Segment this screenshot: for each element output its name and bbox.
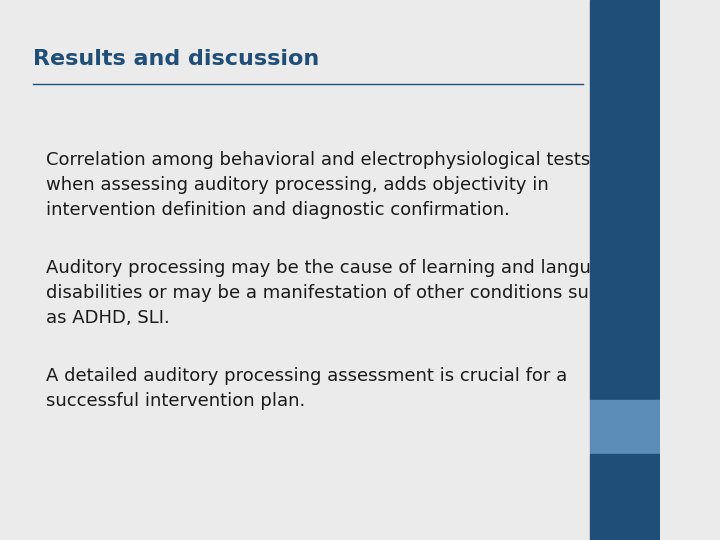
Text: Auditory processing may be the cause of learning and language
disabilities or ma: Auditory processing may be the cause of … [46,259,625,327]
Text: Correlation among behavioral and electrophysiological tests,
when assessing audi: Correlation among behavioral and electro… [46,151,596,219]
Bar [590,400,660,454]
Bar [590,454,660,540]
Text: Results and discussion: Results and discussion [33,49,319,69]
Text: A detailed auditory processing assessment is crucial for a
successful interventi: A detailed auditory processing assessmen… [46,367,567,410]
Bar [590,0,660,400]
